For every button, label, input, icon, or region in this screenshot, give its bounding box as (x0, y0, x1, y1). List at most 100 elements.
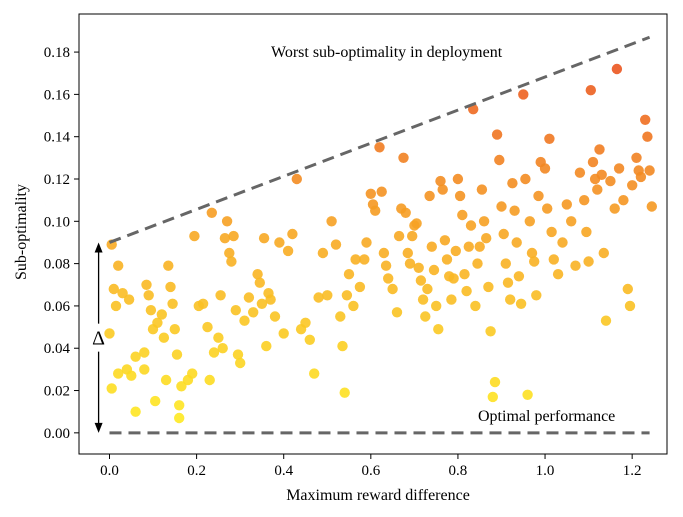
scatter-point (579, 195, 590, 206)
scatter-point (533, 190, 544, 202)
scatter-point (219, 233, 231, 244)
scatter-point (224, 247, 235, 259)
scatter-point (505, 294, 516, 305)
scatter-point (206, 207, 217, 218)
scatter-point (433, 324, 444, 335)
scatter-point (113, 368, 124, 379)
scatter-point (624, 300, 636, 312)
scatter-point (526, 247, 538, 259)
x-tick-label: 1.0 (536, 463, 555, 479)
scatter-point (354, 281, 366, 293)
scatter-point (326, 216, 337, 227)
scatter-point (450, 245, 461, 257)
scatter-point (509, 205, 520, 216)
scatter-point (252, 269, 263, 280)
y-axis-label: Sub-optimality (13, 184, 30, 280)
y-tick-label: 0.06 (44, 299, 71, 315)
scatter-point (337, 340, 348, 352)
scatter-point (359, 254, 370, 265)
scatter-point (117, 288, 128, 299)
scatter-point (317, 247, 329, 259)
scatter-point (470, 300, 481, 312)
scatter-point (500, 258, 511, 269)
scatter-point (300, 317, 311, 328)
scatter-point (256, 298, 268, 309)
scatter-point (141, 279, 152, 290)
scatter-point (387, 283, 398, 295)
scatter-point (426, 241, 437, 252)
x-tick-label: 1.2 (623, 463, 642, 479)
scatter-point (483, 281, 494, 293)
optimal-performance-label: Optimal performance (478, 408, 615, 425)
scatter-point (322, 290, 333, 301)
scatter-point (542, 203, 553, 214)
scatter-point (446, 294, 457, 305)
scatter-point (452, 173, 464, 185)
scatter-point (605, 175, 616, 187)
scatter-point (494, 154, 505, 166)
scatter-point (611, 63, 623, 75)
scatter-point (165, 281, 176, 293)
scatter-point (435, 175, 446, 187)
scatter-point (309, 368, 320, 379)
scatter-point (618, 195, 629, 206)
scatter-point (169, 324, 180, 335)
scatter-point (189, 230, 200, 242)
scatter-point (598, 247, 609, 259)
scatter-point (145, 305, 157, 316)
scatter-point (531, 290, 542, 301)
scatter-point (204, 374, 215, 386)
scatter-point (524, 216, 535, 227)
x-tick-label: 0.6 (361, 463, 380, 479)
scatter-point (428, 264, 440, 276)
x-tick-label: 0.0 (100, 463, 119, 479)
scatter-point (631, 152, 642, 163)
scatter-point (171, 349, 183, 360)
scatter-point (459, 269, 470, 280)
scatter-point (235, 357, 246, 369)
scatter-point (228, 230, 239, 242)
scatter-point (457, 209, 468, 221)
scatter-point (544, 133, 555, 144)
scatter-point (139, 347, 150, 358)
scatter-point (431, 300, 442, 312)
scatter-point (627, 180, 638, 191)
scatter-point (313, 292, 324, 303)
scatter-point (113, 260, 124, 271)
scatter-point (341, 290, 353, 301)
scatter-point (370, 205, 381, 216)
x-tick-label: 0.8 (449, 463, 468, 479)
scatter-point (481, 233, 492, 244)
scatter-point (407, 230, 418, 242)
scatter-point (596, 169, 607, 180)
scatter-point (197, 298, 209, 309)
scatter-point (230, 305, 241, 316)
scatter-point (350, 254, 361, 265)
scatter-point (130, 351, 141, 362)
scatter-point (398, 152, 409, 163)
scatter-point (496, 201, 507, 212)
scatter-point (215, 290, 226, 301)
scatter-point (518, 89, 529, 100)
scatter-point (106, 383, 117, 394)
y-tick-label: 0.02 (44, 384, 70, 400)
scatter-point (439, 235, 451, 246)
scatter-point (592, 184, 603, 195)
scatter-point (239, 315, 250, 326)
scatter-point (507, 178, 518, 189)
delta-annotation: Δ (92, 242, 105, 433)
scatter-point (374, 142, 385, 153)
scatter-point (265, 294, 276, 305)
scatter-point (304, 334, 315, 345)
scatter-point (548, 254, 559, 265)
scatter-point (613, 163, 625, 174)
scatter-point (261, 340, 272, 352)
scatter-point (104, 328, 115, 339)
scatter-point (487, 391, 498, 403)
y-tick-label: 0.10 (44, 214, 70, 230)
x-tick-label: 0.2 (187, 463, 206, 479)
scatter-point (378, 247, 390, 259)
scatter-point (498, 228, 509, 240)
scatter-point (585, 85, 596, 96)
